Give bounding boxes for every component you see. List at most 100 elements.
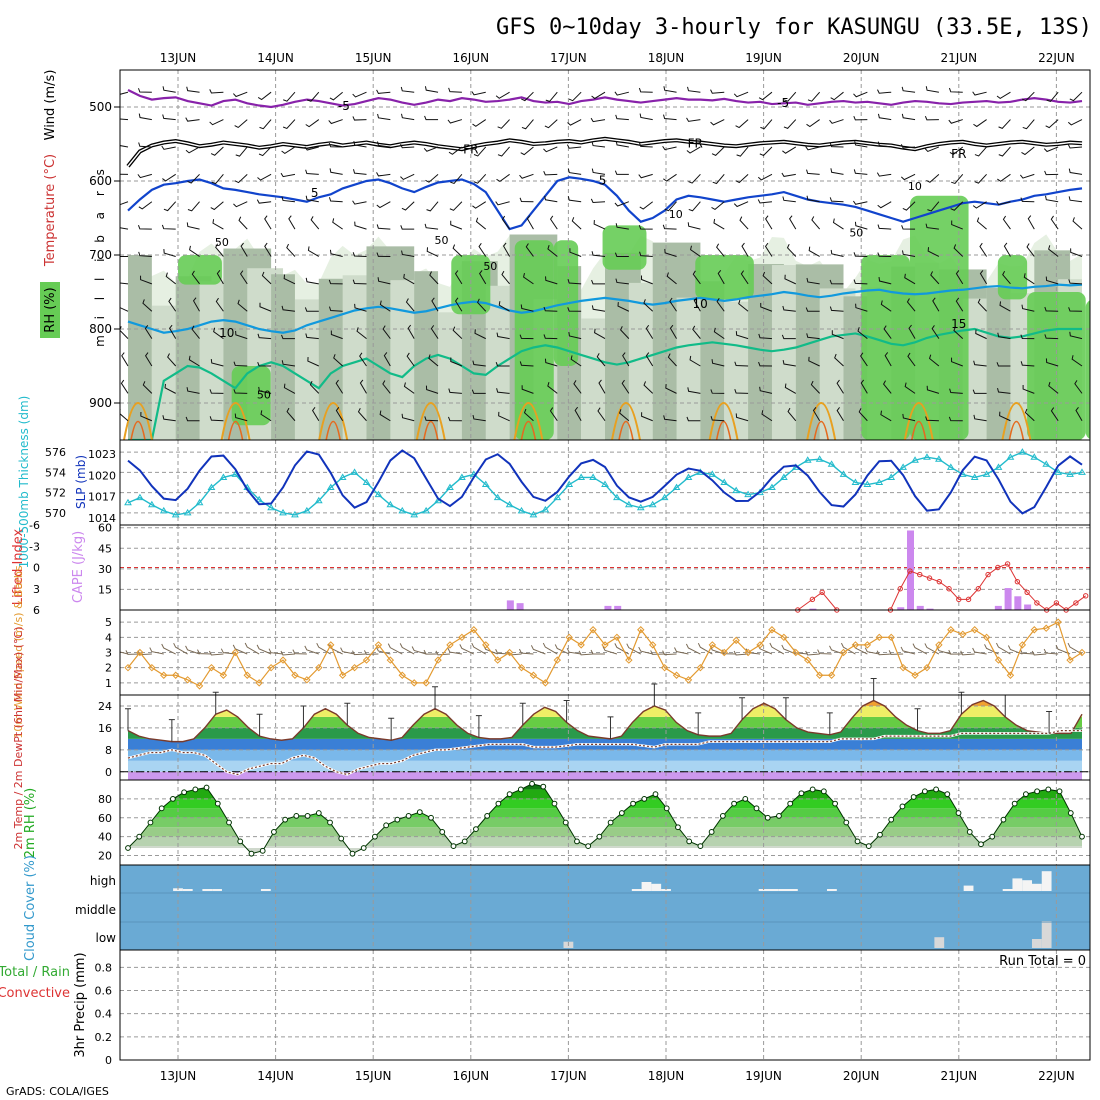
wind-barb bbox=[1020, 197, 1035, 203]
thickness-point bbox=[446, 483, 454, 491]
wind-barb bbox=[283, 91, 296, 102]
wind-barb bbox=[1019, 173, 1035, 179]
wind10-barb bbox=[662, 650, 677, 656]
precip-axis-title: 3hr Precip (mm) bbox=[73, 952, 88, 1057]
temp-band bbox=[128, 771, 1082, 780]
wind10-point bbox=[470, 626, 478, 634]
isotherm-20 bbox=[318, 402, 349, 440]
wind10-point bbox=[815, 671, 824, 679]
wind-barb bbox=[883, 325, 892, 339]
wind-barb bbox=[948, 416, 963, 422]
wind-barb bbox=[523, 273, 534, 285]
wind-barb bbox=[1026, 243, 1035, 257]
wind-barb bbox=[877, 113, 892, 121]
wind-barb bbox=[545, 276, 558, 285]
wind-barb bbox=[901, 86, 916, 93]
wind-barb bbox=[713, 218, 725, 230]
wind-barb bbox=[376, 224, 391, 230]
wind-barb bbox=[996, 362, 1011, 367]
wind-barb bbox=[400, 143, 415, 149]
wind-barb bbox=[1044, 170, 1059, 176]
rh2m-point bbox=[169, 795, 176, 802]
wind-barb bbox=[829, 306, 844, 312]
wind-barb bbox=[526, 215, 534, 230]
wind-barb bbox=[162, 173, 176, 182]
wind-barb bbox=[830, 91, 844, 101]
cape-axis-title: CAPE (J/kg) bbox=[71, 531, 86, 603]
rh2m-point bbox=[529, 780, 535, 787]
wind10-point bbox=[482, 641, 490, 649]
wind-barb bbox=[215, 243, 224, 257]
rh2m-point bbox=[484, 812, 491, 819]
wind-barb bbox=[571, 217, 582, 230]
rh2m-point bbox=[944, 791, 951, 798]
li-point bbox=[897, 586, 903, 592]
wind-barb bbox=[1022, 119, 1035, 130]
wind-barb bbox=[669, 324, 677, 339]
wind-barb bbox=[641, 412, 653, 422]
thickness-point bbox=[565, 480, 574, 488]
wind-barb bbox=[689, 355, 701, 367]
wind-barb bbox=[908, 324, 916, 339]
rh2m-point bbox=[136, 833, 143, 840]
wind-barb bbox=[305, 277, 319, 285]
temp-band bbox=[128, 716, 1082, 728]
thickness-point bbox=[553, 493, 562, 501]
rh2m-point bbox=[652, 791, 659, 798]
rh2m-point bbox=[372, 833, 378, 840]
wind-barb bbox=[120, 379, 129, 394]
rh-band bbox=[128, 808, 1082, 818]
isotherm-20 bbox=[1001, 402, 1032, 440]
temp-maxmin-bar bbox=[475, 715, 482, 738]
wind-barb bbox=[329, 91, 343, 101]
thickness-point bbox=[1018, 448, 1027, 455]
wind-barb bbox=[382, 325, 391, 339]
wind-barb bbox=[806, 195, 820, 203]
rh-column bbox=[986, 287, 1011, 440]
wind10-point bbox=[601, 641, 609, 649]
rh-contour-label: 50 bbox=[215, 236, 229, 249]
thickness-point bbox=[1006, 453, 1015, 460]
wind-barb bbox=[401, 113, 415, 121]
cape-bar bbox=[614, 605, 622, 610]
wind-barb bbox=[591, 168, 606, 175]
wind-barb bbox=[121, 352, 129, 367]
cape-bar bbox=[916, 605, 924, 610]
wind-barb bbox=[807, 91, 821, 102]
wind-barb bbox=[543, 170, 558, 176]
cape-bar bbox=[1014, 596, 1022, 610]
wind-barb bbox=[187, 201, 200, 212]
wind10-barb bbox=[638, 646, 653, 655]
wind-barb bbox=[973, 414, 987, 422]
wind-barb bbox=[996, 91, 1011, 100]
high-cloud-bar bbox=[1002, 889, 1013, 891]
wind-barb bbox=[806, 277, 820, 285]
wind-barb bbox=[996, 201, 1011, 206]
wind-barb bbox=[401, 413, 415, 422]
wind10-barb bbox=[1043, 648, 1059, 655]
wind-barb bbox=[686, 146, 701, 154]
wind10-barb bbox=[197, 649, 212, 655]
wind10-point bbox=[959, 630, 967, 638]
wind10-line bbox=[127, 621, 1083, 687]
wind-barb bbox=[424, 416, 439, 422]
wind-barb bbox=[354, 221, 367, 230]
wind-barb bbox=[829, 197, 844, 203]
cape-bar bbox=[994, 605, 1002, 610]
wind-barb bbox=[1045, 119, 1059, 129]
rh2m-point bbox=[966, 829, 973, 835]
wind10-barb bbox=[137, 650, 152, 656]
wind-barb bbox=[1048, 381, 1059, 394]
isotherm-25 bbox=[618, 420, 634, 440]
wind-barb bbox=[209, 389, 224, 394]
wind-barb bbox=[855, 303, 868, 312]
rh2m-point bbox=[910, 794, 917, 800]
li-point bbox=[946, 586, 952, 592]
li-point bbox=[936, 578, 942, 585]
rh2m-point bbox=[327, 819, 333, 826]
wind10-barb bbox=[650, 650, 665, 655]
upper-air-legend: m i l l i b a r s Wind (m/s) Temperature… bbox=[40, 70, 107, 347]
wind-barb bbox=[662, 224, 677, 230]
wind-barb bbox=[789, 215, 797, 230]
temp-maxmin-bar bbox=[168, 719, 175, 742]
